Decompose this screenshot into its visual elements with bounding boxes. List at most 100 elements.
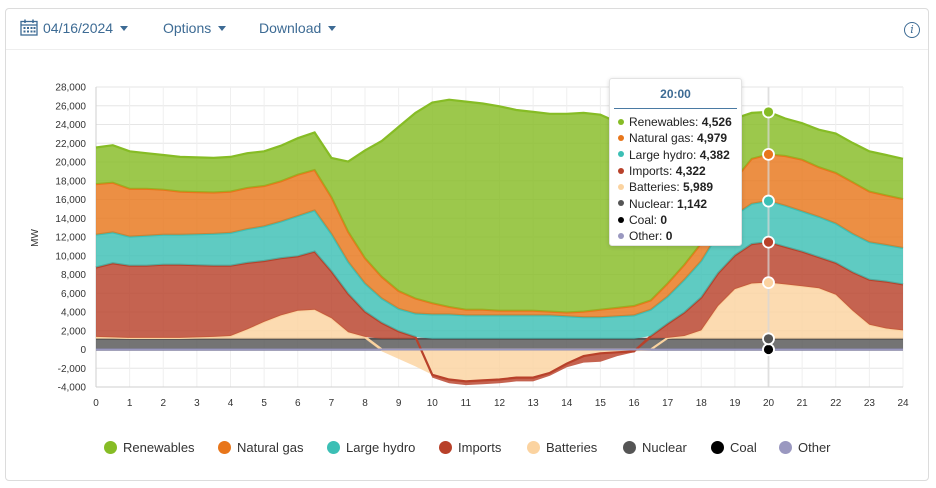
y-tick-label: 12,000 — [55, 233, 86, 244]
x-tick-label: 21 — [797, 398, 809, 409]
y-tick-label: 0 — [80, 345, 86, 356]
legend-item-large-hydro[interactable]: Large hydro — [327, 440, 415, 455]
chevron-down-icon — [120, 25, 129, 31]
x-tick-label: 24 — [897, 398, 909, 409]
area-large-hydro — [96, 201, 903, 339]
tooltip-label: Large hydro: — [629, 147, 700, 162]
area-natural-gas — [96, 154, 903, 318]
tooltip-row: Batteries: 5,989 — [618, 180, 713, 194]
tooltip-dot — [618, 151, 624, 158]
legend-label: Batteries — [546, 440, 598, 455]
tooltip-value: 4,322 — [675, 163, 706, 178]
tooltip-dot — [618, 167, 624, 174]
legend-swatch — [439, 440, 452, 454]
y-tick-label: 28,000 — [55, 83, 86, 94]
y-tick-label: 20,000 — [55, 158, 86, 169]
x-tick-label: 4 — [228, 398, 234, 409]
tooltip-label: Natural gas: — [629, 131, 698, 146]
x-tick-label: 9 — [396, 398, 402, 409]
tooltip-dot — [618, 216, 624, 223]
series-areas — [95, 98, 904, 386]
y-axis-label: MW — [30, 229, 41, 247]
tooltip-row: Coal: 0 — [618, 213, 667, 227]
x-tick-label: 13 — [528, 398, 540, 409]
area-batteries — [96, 282, 903, 382]
legend-label: Large hydro — [346, 440, 416, 455]
tooltip-row: Renewables: 4,526 — [618, 115, 732, 129]
marker-renewables — [762, 105, 775, 119]
marker-large-hydro — [762, 194, 775, 208]
area-nuclear — [96, 338, 903, 350]
tooltip-label: Nuclear: — [629, 196, 678, 211]
date-picker-button[interactable]: 04/16/2024 — [20, 19, 129, 36]
x-tick-label: 7 — [329, 398, 335, 409]
y-tick-label: 26,000 — [55, 101, 86, 112]
legend-swatch — [711, 440, 724, 454]
y-tick-label: 16,000 — [55, 195, 86, 206]
legend-item-batteries[interactable]: Batteries — [527, 440, 597, 455]
tooltip-dot — [618, 200, 624, 207]
x-tick-label: 5 — [261, 398, 267, 409]
area-imports — [96, 242, 903, 386]
y-tick-label: 8,000 — [61, 270, 86, 281]
x-tick-label: 1 — [127, 398, 133, 409]
legend-item-imports[interactable]: Imports — [439, 440, 501, 455]
chevron-down-icon — [218, 25, 227, 31]
legend-item-nuclear[interactable]: Nuclear — [623, 440, 687, 455]
tooltip-divider — [614, 108, 737, 109]
x-tick-label: 12 — [494, 398, 506, 409]
x-tick-label: 3 — [194, 398, 200, 409]
info-icon[interactable]: i — [904, 22, 920, 38]
tooltip-row: Other: 0 — [618, 229, 672, 243]
tooltip: 20:00 Renewables: 4,526 Natural gas: 4,97… — [609, 78, 742, 246]
y-tick-label: -2,000 — [58, 364, 87, 375]
legend-item-natural-gas[interactable]: Natural gas — [218, 440, 303, 455]
tooltip-value: 4,382 — [699, 147, 730, 162]
marker-coal — [762, 343, 775, 356]
tooltip-value: 0 — [665, 229, 673, 244]
x-tick-label: 19 — [729, 398, 741, 409]
legend-item-coal[interactable]: Coal — [711, 440, 757, 455]
x-tick-label: 8 — [362, 398, 368, 409]
marker-batteries — [762, 276, 775, 290]
legend-label: Natural gas — [237, 440, 304, 455]
x-tick-label: 20 — [763, 398, 775, 409]
tooltip-value: 4,979 — [697, 131, 728, 146]
tooltip-row: Imports: 4,322 — [618, 164, 706, 178]
tooltip-label: Other: — [629, 229, 666, 244]
chart-legend: Renewables Natural gas Large hydro Imports B… — [0, 440, 936, 460]
y-tick-label: 24,000 — [55, 120, 86, 131]
legend-item-renewables[interactable]: Renewables — [104, 440, 195, 455]
chart-toolbar: 04/16/2024 Options Download i — [6, 9, 928, 50]
legend-swatch — [527, 440, 540, 454]
chevron-down-icon — [328, 25, 337, 31]
y-tick-label: 14,000 — [55, 214, 86, 225]
x-tick-label: 14 — [561, 398, 573, 409]
tooltip-value: 1,142 — [677, 196, 708, 211]
tooltip-label: Coal: — [629, 212, 661, 227]
calendar-icon — [20, 19, 38, 36]
y-tick-label: 4,000 — [61, 308, 86, 319]
tooltip-dot — [618, 184, 624, 191]
legend-label: Coal — [730, 440, 757, 455]
tooltip-row: Nuclear: 1,142 — [618, 197, 707, 211]
legend-swatch — [218, 440, 231, 454]
y-tick-label: 6,000 — [61, 289, 86, 300]
options-label: Options — [163, 20, 212, 36]
y-tick-label: -4,000 — [58, 383, 87, 394]
tooltip-dot — [618, 232, 624, 239]
hover-markers — [762, 105, 775, 356]
download-button[interactable]: Download — [259, 20, 337, 36]
marker-natural-gas — [762, 147, 775, 161]
y-axis-ticks: -4,000 -2,000 0 2,000 4,000 6,000 8,000 10,000 1… — [55, 83, 86, 394]
x-tick-label: 0 — [93, 398, 99, 409]
legend-item-other[interactable]: Other — [779, 440, 831, 455]
x-tick-label: 22 — [830, 398, 842, 409]
options-button[interactable]: Options — [163, 20, 227, 36]
legend-label: Imports — [458, 440, 502, 455]
date-label: 04/16/2024 — [43, 20, 114, 36]
x-tick-label: 15 — [595, 398, 607, 409]
x-tick-label: 16 — [628, 398, 640, 409]
legend-swatch — [623, 440, 636, 454]
